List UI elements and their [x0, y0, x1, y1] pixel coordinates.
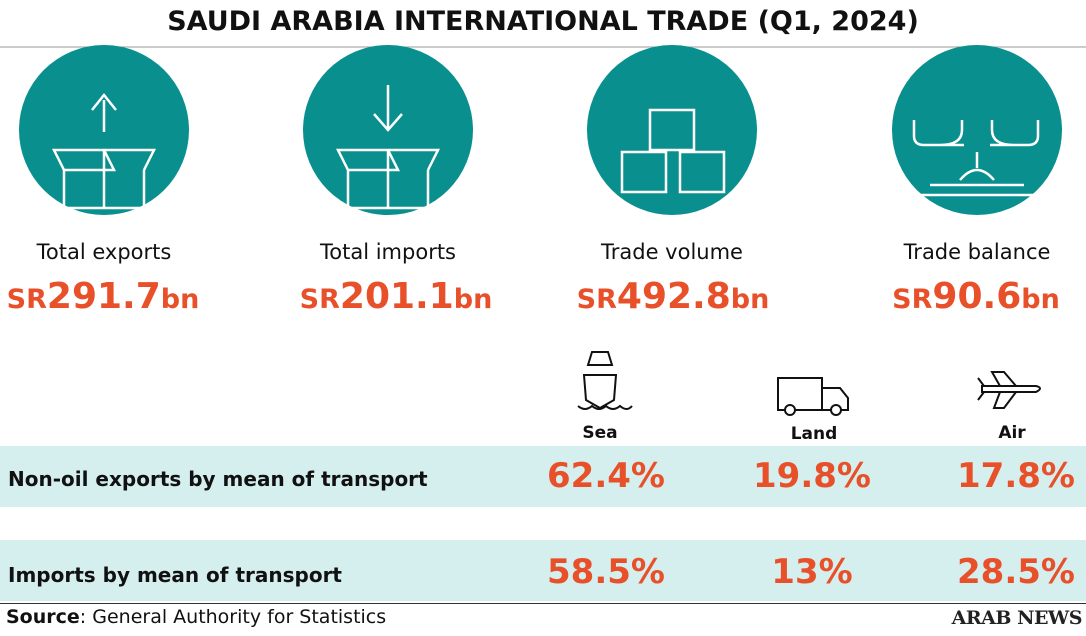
amount: 201.1 — [339, 276, 454, 317]
amount: 90.6 — [932, 276, 1022, 317]
prefix: SR — [6, 284, 47, 315]
cell: 28.5% — [957, 552, 1075, 592]
stat-value: SR90.6bn — [836, 276, 1086, 317]
source: Source: General Authority for Statistics — [6, 606, 386, 628]
title: SAUDI ARABIA INTERNATIONAL TRADE (Q1, 20… — [167, 6, 919, 37]
column-header: Air — [998, 423, 1026, 443]
stat-value: SR291.7bn — [0, 276, 243, 317]
amount: 291.7 — [46, 276, 161, 317]
stat-label: Trade volume — [601, 240, 743, 264]
cell: 58.5% — [547, 552, 665, 592]
unit: bn — [160, 284, 200, 315]
unit: bn — [453, 284, 493, 315]
column-header: Land — [790, 424, 838, 444]
prefix: SR — [299, 284, 340, 315]
stat-label: Total exports — [36, 240, 172, 264]
stat-value: SR492.8bn — [533, 276, 813, 317]
prefix: SR — [892, 284, 933, 315]
stat-label: Trade balance — [903, 240, 1051, 264]
cell: 19.8% — [753, 456, 871, 496]
cell: 17.8% — [957, 456, 1075, 496]
column-header: Sea — [582, 423, 618, 443]
source-label: Source — [6, 606, 80, 628]
row-background — [0, 446, 1086, 507]
amount: 492.8 — [616, 276, 731, 317]
cell: 62.4% — [547, 456, 665, 496]
cell: 13% — [771, 552, 853, 592]
row-label: Imports by mean of transport — [8, 563, 342, 587]
stat-label: Total imports — [320, 240, 456, 264]
prefix: SR — [576, 284, 617, 315]
stat-value: SR201.1bn — [256, 276, 536, 317]
row-label: Non-oil exports by mean of transport — [8, 467, 428, 491]
brand: ARAB NEWS — [951, 607, 1083, 629]
unit: bn — [1021, 284, 1060, 315]
divider — [0, 603, 1086, 604]
source-text: : General Authority for Statistics — [79, 606, 387, 628]
unit: bn — [730, 284, 770, 315]
row-background — [0, 540, 1086, 601]
